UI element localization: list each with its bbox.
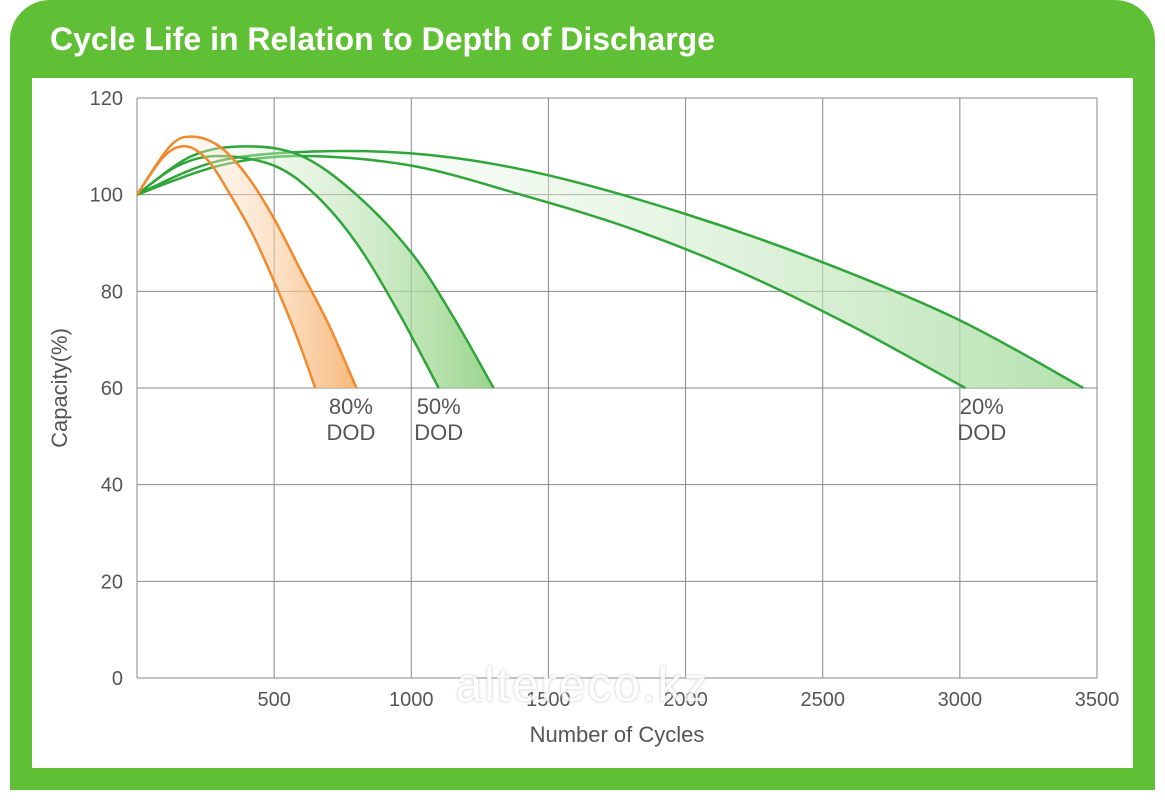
series-label-dod80: 80% (329, 394, 373, 419)
y-tick-label: 20 (101, 571, 123, 593)
chart-frame: Cycle Life in Relation to Depth of Disch… (10, 0, 1155, 790)
x-tick-label: 1000 (389, 689, 434, 711)
series-label-dod50: DOD (414, 420, 463, 445)
x-tick-label: 500 (257, 689, 290, 711)
y-tick-label: 60 (101, 378, 123, 400)
x-tick-label: 2500 (800, 689, 845, 711)
series-label-dod80: DOD (326, 420, 375, 445)
x-tick-label: 2000 (663, 689, 708, 711)
x-axis-label: Number of Cycles (530, 722, 705, 747)
series-label-dod20: DOD (957, 420, 1006, 445)
x-tick-label: 3000 (938, 689, 983, 711)
series-label-dod20: 20% (960, 394, 1004, 419)
x-tick-label: 3500 (1075, 689, 1120, 711)
y-tick-label: 120 (90, 88, 123, 110)
y-tick-label: 80 (101, 281, 123, 303)
chart-title: Cycle Life in Relation to Depth of Disch… (50, 21, 715, 58)
y-axis-label: Capacity(%) (47, 328, 72, 448)
x-tick-label: 1500 (526, 689, 571, 711)
cycle-life-chart: 500 1000 1500 2000 2500 3000 3500 0 20 40 60 80 100 1… (32, 78, 1133, 768)
series-label-dod50: 50% (417, 394, 461, 419)
chart-panel: 500 1000 1500 2000 2500 3000 3500 0 20 40 60 80 100 1… (32, 78, 1133, 768)
chart-header: Cycle Life in Relation to Depth of Disch… (10, 0, 1155, 78)
y-tick-label: 0 (112, 668, 123, 690)
y-tick-label: 100 (90, 185, 123, 207)
y-tick-label: 40 (101, 475, 123, 497)
